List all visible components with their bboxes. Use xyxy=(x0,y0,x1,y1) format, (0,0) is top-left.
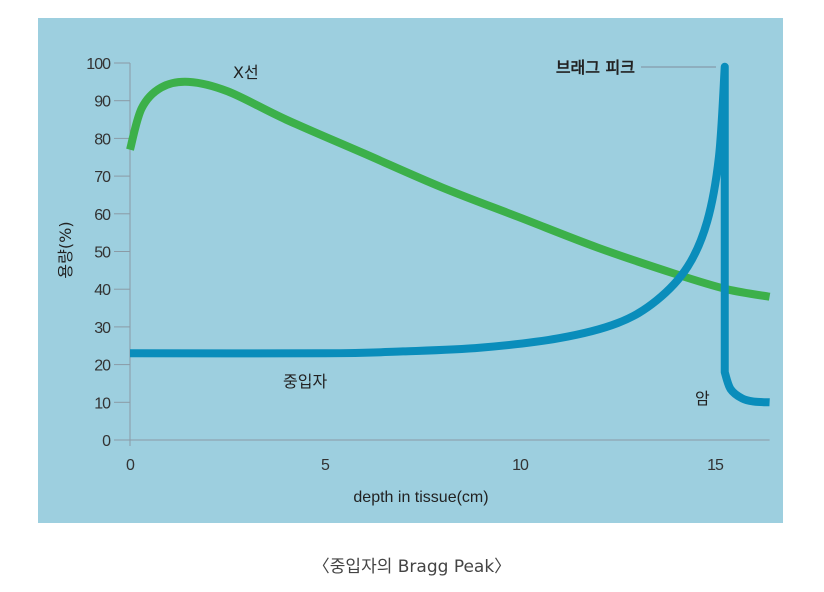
y-tick-label: 0 xyxy=(102,433,111,450)
x-tick-label: 10 xyxy=(512,457,529,474)
x-tick-label: 15 xyxy=(707,457,724,474)
y-tick-label: 80 xyxy=(94,131,111,148)
series-line-xray xyxy=(126,77,771,301)
series-line-heavy-ion xyxy=(129,62,770,407)
x-tick-label: 5 xyxy=(321,457,330,474)
series-label-heavy-ion: 중입자 xyxy=(283,372,327,391)
y-tick-label: 90 xyxy=(94,94,111,111)
annotation-tumor: 암 xyxy=(695,389,710,408)
x-tick-label: 0 xyxy=(126,457,135,474)
chart-panel: 0 10 20 30 40 50 60 70 80 90 100 0 5 10 15 용량(%) depth… xyxy=(38,18,783,523)
y-axis-label: 용량(%) xyxy=(56,221,75,278)
y-tick-label: 10 xyxy=(94,395,111,412)
y-tick-label: 100 xyxy=(86,56,111,73)
x-axis-label: depth in tissue(cm) xyxy=(353,489,488,506)
y-tick-label: 20 xyxy=(94,358,111,375)
series-label-xray: X선 xyxy=(233,63,259,82)
y-tick-label: 60 xyxy=(94,207,111,224)
figure-caption: 〈중입자의 Bragg Peak〉 xyxy=(312,557,512,577)
y-tick-label: 50 xyxy=(94,245,111,262)
annotation-bragg-peak: 브래그 피크 xyxy=(556,58,635,77)
y-tick-label: 30 xyxy=(94,320,111,337)
y-tick-label: 40 xyxy=(94,282,111,299)
y-tick-label: 70 xyxy=(94,169,111,186)
bragg-peak-chart: 0 10 20 30 40 50 60 70 80 90 100 0 5 10 15 용량(%) depth… xyxy=(56,56,771,506)
